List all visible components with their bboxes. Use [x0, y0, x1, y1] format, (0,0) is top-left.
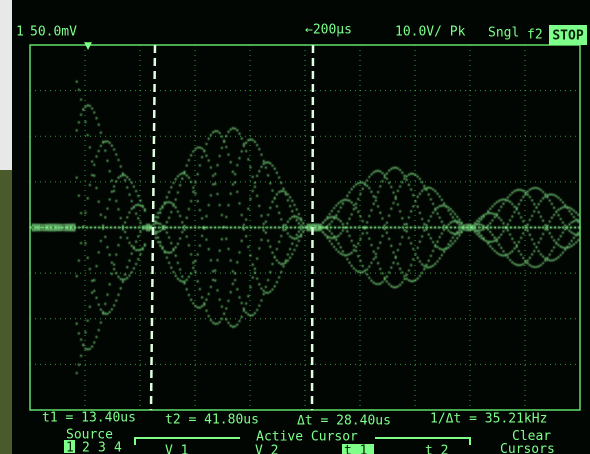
- function: f2: [527, 28, 543, 43]
- readout-t2: t2 = 41.80us: [165, 413, 259, 428]
- scale2: 10.0V/ Pk: [395, 25, 466, 40]
- readout-delta: Δt = 28.40us: [297, 414, 391, 429]
- vertical-scale: 50.0mV: [30, 25, 77, 40]
- source-option[interactable]: 3: [98, 441, 106, 454]
- readout-t1: t1 = 13.40us: [42, 411, 136, 426]
- source-option[interactable]: 1: [66, 441, 74, 454]
- trigger-marker: ▼: [84, 39, 92, 54]
- source-option[interactable]: 2: [82, 441, 90, 454]
- mode: Sngl: [488, 26, 519, 41]
- bezel-left-lower: [0, 170, 12, 454]
- cursor-option[interactable]: V 1: [165, 444, 188, 454]
- cursor-option[interactable]: t 2: [425, 444, 448, 454]
- bezel-left: [0, 0, 12, 170]
- channel: 1: [16, 25, 24, 40]
- active-cursor-label: Active Cursor: [256, 430, 358, 445]
- source-option[interactable]: 4: [114, 441, 122, 454]
- cursor-option[interactable]: V 2: [255, 444, 278, 454]
- timebase: ←200µs: [305, 23, 352, 38]
- readout-freq: 1/Δt = 35.21kHz: [430, 412, 547, 427]
- cursor-option[interactable]: t 1: [344, 444, 367, 454]
- scope-photo: ▼ 1 50.0mV ←200µs 10.0V/ Pk Sngl f2 STOP…: [0, 0, 590, 454]
- status: STOP: [552, 29, 583, 44]
